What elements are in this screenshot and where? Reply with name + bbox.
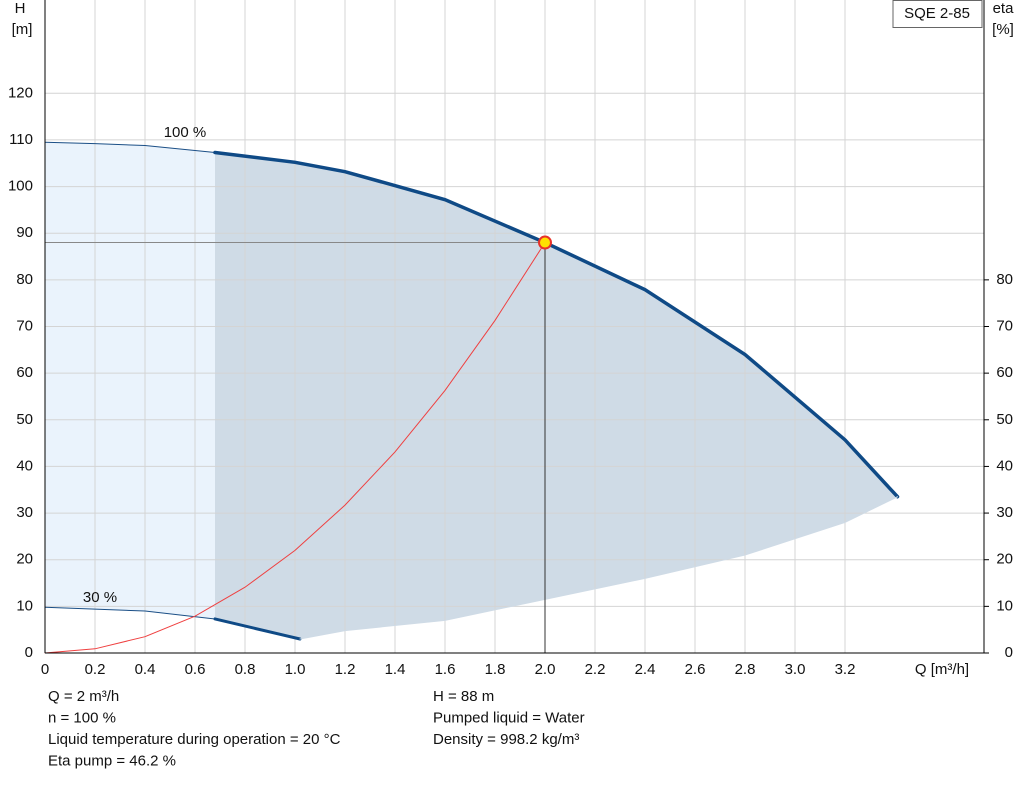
x-tick-label: 1.8 — [485, 661, 506, 678]
y2-tick-label: 30 — [996, 504, 1013, 521]
x-tick-label: 2.8 — [735, 661, 756, 678]
x-tick-label: 1.0 — [285, 661, 306, 678]
y-tick-label: 30 — [16, 504, 33, 521]
title-box — [892, 0, 983, 28]
curve — [299, 496, 898, 640]
y-tick-label: 0 — [25, 644, 33, 661]
x-tick-label: 0.8 — [235, 661, 256, 678]
lines — [44, 141, 900, 654]
y-tick-label: 40 — [16, 457, 33, 474]
x-tick-label: 0.2 — [85, 661, 106, 678]
info-text: Eta pump = 46.2 % — [48, 752, 176, 769]
x-tick-label: 2.6 — [685, 661, 706, 678]
info-text: H = 88 m — [433, 688, 494, 705]
y-tick-label: 70 — [16, 317, 33, 334]
curve — [44, 242, 546, 654]
y-unit: [m] — [12, 21, 33, 38]
x-tick-label: 1.6 — [435, 661, 456, 678]
x-tick-label: 0 — [41, 661, 49, 678]
y-tick-label: 90 — [16, 224, 33, 241]
y2-tick-label: 60 — [996, 364, 1013, 381]
y2-tick-label: 80 — [996, 271, 1013, 288]
x-tick-label: 0.6 — [185, 661, 206, 678]
curve-label: 30 % — [83, 589, 117, 606]
y2-tick-label: 40 — [996, 457, 1013, 474]
y-tick-label: 20 — [16, 551, 33, 568]
x-tick-label: 3.0 — [785, 661, 806, 678]
x-tick-label: 3.2 — [835, 661, 856, 678]
info-text: Liquid temperature during operation = 20… — [48, 731, 341, 748]
areas — [45, 142, 898, 640]
info-text: Q = 2 m³/h — [48, 688, 119, 705]
info-text: Density = 998.2 kg/m³ — [433, 731, 579, 748]
curve — [213, 617, 302, 641]
y-label: H — [15, 0, 26, 17]
x-tick-label: 0.4 — [135, 661, 156, 678]
x-tick-label: 2.4 — [635, 661, 656, 678]
grid — [44, 0, 984, 654]
y2-tick-label: 50 — [996, 411, 1013, 428]
y-tick-label: 50 — [16, 411, 33, 428]
x-tick-label: 1.2 — [335, 661, 356, 678]
x-tick-label: 2.0 — [535, 661, 556, 678]
info-text: Pumped liquid = Water — [433, 709, 585, 726]
y-tick-label: 100 — [8, 178, 33, 195]
curve — [44, 606, 216, 620]
y-tick-label: 120 — [8, 84, 33, 101]
curve — [44, 141, 216, 154]
y-tick-label: 80 — [16, 271, 33, 288]
x-label: Q [m³/h] — [915, 661, 969, 678]
y2-tick-label: 10 — [996, 597, 1013, 614]
info: Q = 2 m³/h n = 100 % Liquid temperature du… — [48, 688, 585, 770]
curve-label: 100 % — [164, 124, 207, 141]
chart-title: SQE 2-85 — [904, 5, 970, 22]
y2-unit: [%] — [992, 21, 1014, 38]
y-tick-label: 110 — [9, 131, 33, 148]
y2-tick-label: 20 — [996, 551, 1013, 568]
y-tick-label: 60 — [16, 364, 33, 381]
x-tick-label: 2.2 — [585, 661, 606, 678]
y2-tick-label: 70 — [996, 317, 1013, 334]
x-tick-label: 1.4 — [385, 661, 406, 678]
duty-point — [538, 235, 552, 250]
y2-tick-label: 0 — [1005, 644, 1013, 661]
y-tick-label: 10 — [16, 597, 33, 614]
info-text: n = 100 % — [48, 709, 116, 726]
low-flow-area — [45, 142, 215, 619]
y2-label: eta — [993, 0, 1015, 17]
operating-area — [215, 152, 898, 640]
